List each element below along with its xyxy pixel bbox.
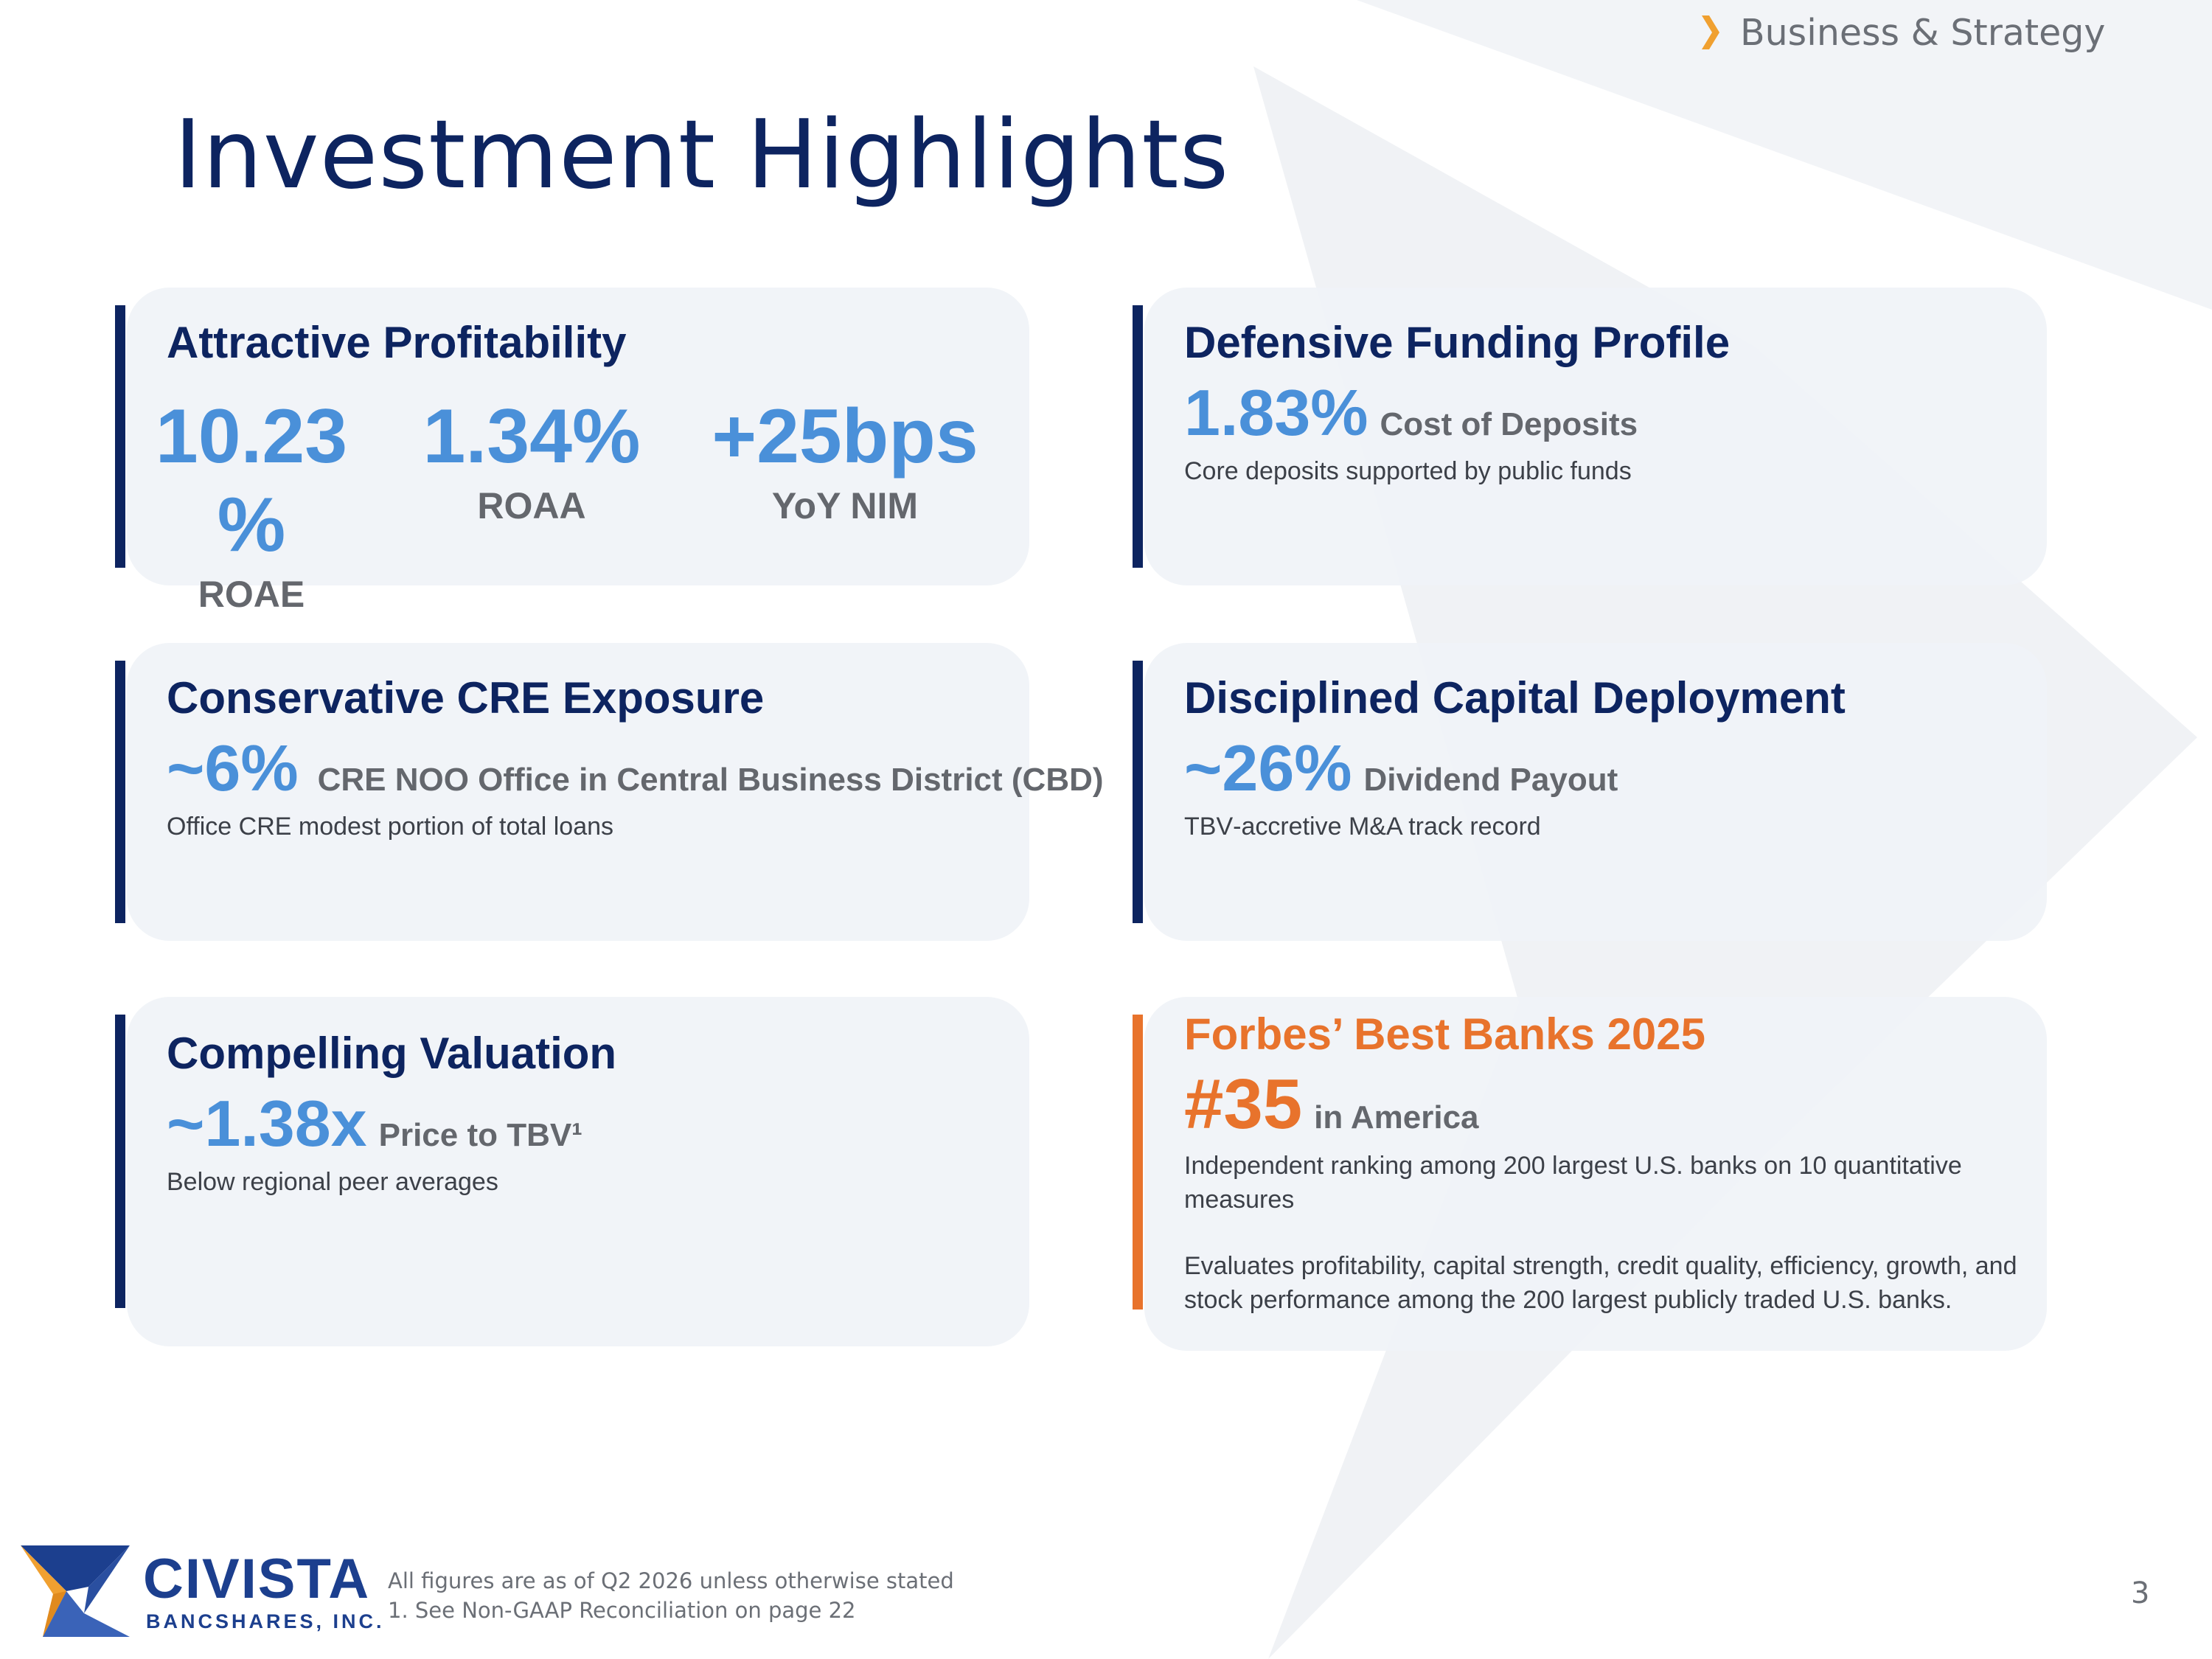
footnotes: All figures are as of Q2 2026 unless oth… bbox=[388, 1566, 954, 1625]
metric-label: YoY NIM bbox=[771, 485, 919, 526]
card-conservative-cre-exposure bbox=[127, 643, 1029, 941]
page-title: Investment Highlights bbox=[174, 100, 1230, 210]
logo-name: CIVISTA bbox=[143, 1548, 371, 1610]
metric-value: +25bps bbox=[712, 394, 978, 479]
card-profitability-content: Attractive Profitability bbox=[167, 316, 626, 370]
card-cre-content: Conservative CRE Exposure ~6% CRE NOO Of… bbox=[167, 671, 1104, 844]
card-forbes-content: Forbes’ Best Banks 2025 #35 in America I… bbox=[1184, 1007, 2047, 1317]
card-heading: Defensive Funding Profile bbox=[1184, 318, 1731, 367]
card-subtext: TBV‑accretive M&A track record bbox=[1184, 813, 1541, 841]
card-heading: Compelling Valuation bbox=[167, 1029, 617, 1078]
card-compelling-valuation bbox=[127, 997, 1029, 1346]
card-subtext: Below regional peer averages bbox=[167, 1168, 498, 1196]
card-subtext: Core deposits supported by public funds bbox=[1184, 457, 1632, 485]
card-funding-content: Defensive Funding Profile 1.83% Cost of … bbox=[1184, 316, 1730, 488]
footnote-line: All figures are as of Q2 2026 unless oth… bbox=[388, 1568, 954, 1593]
card-capital-content: Disciplined Capital Deployment ~26% Divi… bbox=[1184, 671, 1846, 844]
metric-value: 1.34% bbox=[422, 394, 641, 479]
card-accent-bar bbox=[115, 1015, 125, 1308]
card-accent-bar bbox=[1133, 661, 1143, 923]
card-accent-bar bbox=[115, 305, 125, 568]
metric-line: 1.83% Cost of Deposits bbox=[1184, 376, 1730, 450]
metric-line: ~1.38x Price to TBV¹ bbox=[167, 1087, 616, 1161]
company-logo: CIVISTA BANCSHARES, INC. bbox=[21, 1545, 382, 1637]
metric-line: ~26% Dividend Payout bbox=[1184, 731, 1846, 805]
metric-value-wrap: % bbox=[217, 482, 286, 568]
metric-label: Dividend Payout bbox=[1363, 762, 1618, 798]
card-valuation-content: Compelling Valuation ~1.38x Price to TBV… bbox=[167, 1026, 616, 1199]
footnote-line: 1. See Non-GAAP Reconciliation on page 2… bbox=[388, 1598, 856, 1623]
metric-label: ROAA bbox=[477, 485, 586, 526]
section-tag: Business & Strategy bbox=[1702, 9, 2105, 56]
page-number: 3 bbox=[2131, 1576, 2150, 1610]
metric-label: ROAE bbox=[198, 574, 305, 615]
metric-label: CRE NOO Office in Central Business Distr… bbox=[317, 762, 1104, 798]
metric-label: Cost of Deposits bbox=[1380, 406, 1638, 442]
card-accent-bar bbox=[1133, 305, 1143, 568]
card-accent-bar bbox=[115, 661, 125, 923]
card-heading: Forbes’ Best Banks 2025 bbox=[1184, 1009, 1706, 1059]
card-forbes-best-banks bbox=[1144, 997, 2047, 1351]
chevron-right-icon bbox=[1702, 15, 1719, 49]
metric-line: #35 in America bbox=[1184, 1068, 2047, 1141]
metric-value: ~26% bbox=[1184, 731, 1352, 804]
card-heading: Conservative CRE Exposure bbox=[167, 673, 765, 723]
card-defensive-funding-profile bbox=[1144, 288, 2047, 585]
card-attractive-profitability bbox=[127, 288, 1029, 585]
card-subtext: Independent ranking among 200 largest U.… bbox=[1184, 1152, 1962, 1214]
card-subtext: Evaluates profitability, capital strengt… bbox=[1184, 1252, 2017, 1314]
metric-roaa: 1.34% ROAA bbox=[410, 392, 653, 528]
metric-value: ~1.38x bbox=[167, 1087, 367, 1160]
metric-value: ~6% bbox=[167, 731, 299, 804]
metric-value: 10.23 bbox=[155, 394, 348, 479]
metric-line: ~6% CRE NOO Office in Central Business D… bbox=[167, 731, 1104, 805]
card-heading: Attractive Profitability bbox=[167, 318, 627, 367]
metric-value: #35 bbox=[1184, 1065, 1303, 1144]
metric-yoy-nim: +25bps YoY NIM bbox=[690, 392, 1000, 528]
section-tag-label: Business & Strategy bbox=[1740, 11, 2106, 54]
card-accent-bar bbox=[1133, 1015, 1143, 1310]
metric-label: Price to TBV¹ bbox=[378, 1117, 582, 1153]
star-logo-icon bbox=[21, 1545, 130, 1637]
logo-subtitle: BANCSHARES, INC. bbox=[146, 1610, 385, 1632]
metric-label: in America bbox=[1314, 1099, 1479, 1135]
card-disciplined-capital-deployment bbox=[1144, 643, 2047, 941]
card-subtext: Office CRE modest portion of total loans bbox=[167, 813, 614, 841]
metric-roae: 10.23 % ROAE bbox=[145, 392, 358, 616]
card-heading: Disciplined Capital Deployment bbox=[1184, 673, 1846, 723]
metric-value: 1.83% bbox=[1184, 376, 1368, 449]
